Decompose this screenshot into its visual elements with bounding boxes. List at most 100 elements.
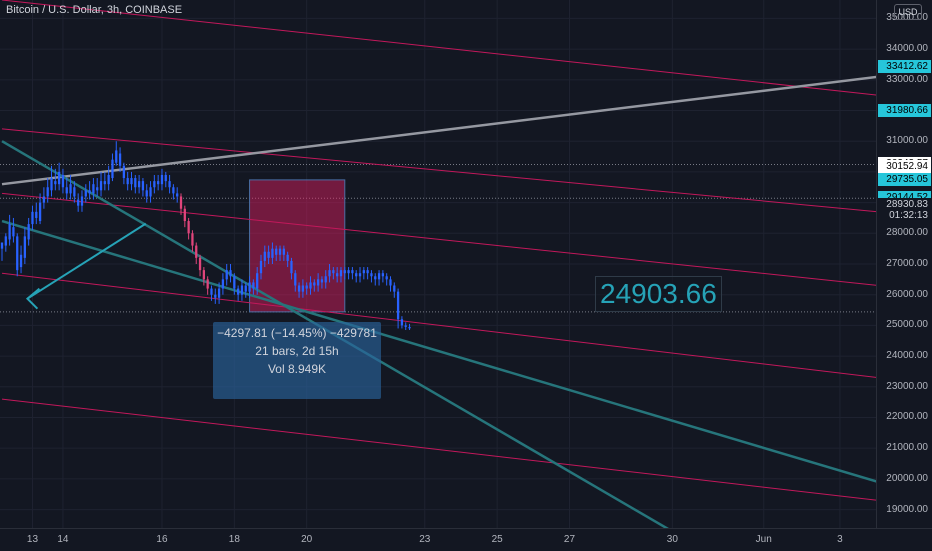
candle-body [275,248,278,255]
candle-body [65,187,68,194]
candle-body [290,260,293,274]
currency-button[interactable]: USD [894,4,922,20]
price-axis[interactable]: 35000.0034000.0033000.0032000.0031000.00… [876,0,932,528]
candle-body [320,279,324,283]
candle-body [313,282,316,286]
chart-title: Bitcoin / U.S. Dollar, 3h, COINBASE [6,4,183,16]
candle-body [23,236,26,258]
price-tick-label: 21000.00 [886,442,928,454]
candle-body [236,288,240,295]
candle-body [278,248,282,255]
candle-body [0,242,4,249]
measure-change: −4297.81 (−14.45%) −429781 [217,326,377,340]
arrow-head [25,287,41,310]
candle-body [198,257,202,271]
measure-tooltip: −4297.81 (−14.45%) −429781 21 bars, 2d 1… [213,322,381,399]
candle-body [374,276,377,280]
trend-line [1,75,876,186]
candle-body [77,199,80,206]
time-label: 27 [563,534,576,545]
time-label: 3 [837,534,843,545]
price-chart[interactable] [0,0,876,528]
candle-body [183,208,186,222]
candle-body [229,270,232,277]
candle-body [324,276,327,283]
time-label: Jun [755,534,772,545]
candle-body [16,236,19,271]
candle-body [12,227,15,237]
candle-body [57,171,61,185]
candle-body [4,236,7,246]
price-tick-label: 34000.00 [886,43,928,55]
price-badge: 28930.83 [878,197,931,211]
candle-body [309,282,312,289]
candle-body [297,285,301,292]
candle-body [339,270,343,277]
price-tick-label: 33000.00 [886,73,928,85]
measure-volume: Vol 8.949K [267,362,327,376]
candle-body [210,288,213,295]
candle-body [396,291,400,320]
candle-body [221,279,225,289]
candle-body [153,181,156,188]
candle-body [366,270,369,274]
candle-body [362,270,365,274]
candle-body [149,187,152,197]
candle-body [259,260,263,274]
price-tick-label: 28000.00 [886,227,928,239]
candle-body [145,190,148,197]
candle-body [84,190,87,197]
candle-body [164,174,167,182]
candle-body [336,273,339,277]
candle-body [377,273,381,280]
candle-body [233,276,236,289]
price-tick-label: 27000.00 [886,258,928,269]
candle-body [358,273,362,277]
candle-body [172,187,175,194]
candle-body [160,174,164,185]
candle-body [35,211,38,218]
price-tick-label: 22000.00 [886,411,928,423]
candle-body [111,159,114,179]
price-callout: 24903.66 [595,276,722,312]
candle-body [385,276,388,280]
candle-body [206,279,209,289]
candle-body [69,184,72,194]
candle-body [248,282,251,292]
price-badge: 33412.62 [878,60,931,74]
candle-body [99,181,103,191]
candle-body [54,181,57,185]
candle-body [263,251,266,261]
candle-body [393,285,396,292]
trend-line [1,0,876,96]
candle-body [286,254,289,261]
time-label: 18 [228,534,240,545]
price-tick-label: 35000.00 [886,12,928,24]
candle-body [46,187,49,197]
candle-body [61,174,65,188]
candle-body [191,233,194,246]
price-tick-label: 24000.00 [886,350,928,362]
candle-body [88,190,91,194]
candle-body [8,224,11,240]
candle-body [187,221,190,234]
candle-body [73,187,76,197]
trend-line [1,128,876,213]
chart-area[interactable]: Bitcoin / U.S. Dollar, 3h, COINBASE −429… [0,0,876,528]
candle-body [141,181,145,191]
candle-body [252,282,255,289]
candle-body [176,193,179,197]
time-label: 20 [301,534,313,545]
candle-body [31,211,34,225]
candle-body [355,273,358,277]
candle-body [256,273,259,289]
candle-body [168,181,171,188]
measure-region [249,179,346,313]
candle-body [96,187,99,191]
candle-body [381,273,385,277]
time-axis[interactable]: 13 14 16 18 20 23 25 27 30 Jun 3 [0,528,932,551]
candle-body [38,202,42,222]
candle-body [282,248,285,255]
candle-body [240,285,244,295]
candle-body [305,285,308,289]
